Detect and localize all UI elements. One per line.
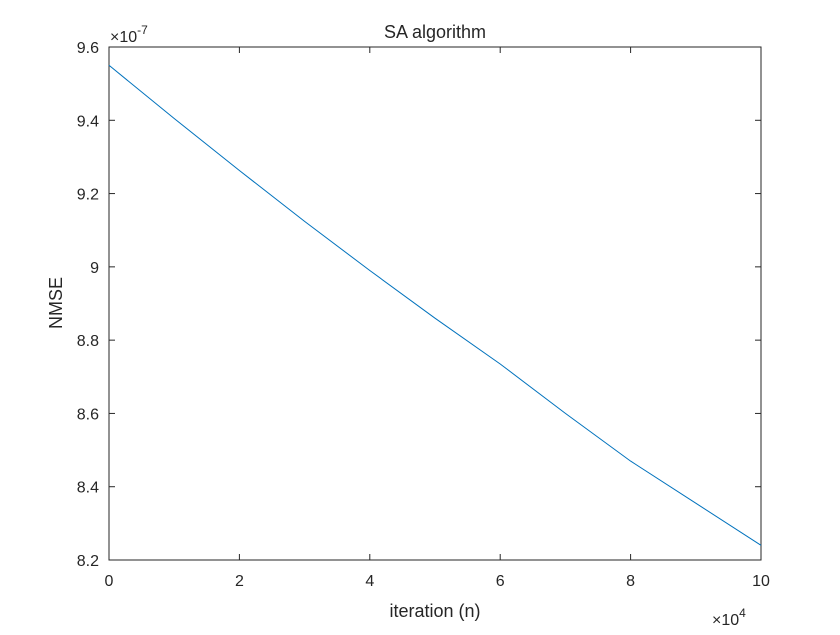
- x-tick-label: 6: [496, 573, 505, 590]
- x-exponent-label: ×104: [712, 606, 746, 629]
- series-layer: [108, 64, 762, 546]
- x-tick-label: 2: [235, 573, 244, 590]
- x-exponent-power: 4: [739, 606, 746, 620]
- x-axis-ticks: 0 2 4 6 8 10: [105, 47, 770, 590]
- y-exponent-power: -7: [137, 23, 148, 37]
- y-tick-label: 9.6: [77, 40, 99, 57]
- series-line-0: [108, 64, 762, 546]
- y-tick-label: 8.8: [77, 333, 99, 350]
- x-tick-label: 4: [365, 573, 374, 590]
- x-axis-label: iteration (n): [389, 601, 480, 621]
- y-axis-ticks: 8.2 8.4 8.6 8.8 9 9.2 9.4 9.6: [77, 40, 761, 570]
- chart-title: SA algorithm: [384, 22, 486, 42]
- x-exponent-base: ×10: [712, 612, 739, 629]
- x-tick-label: 0: [105, 573, 114, 590]
- y-tick-label: 8.2: [77, 553, 99, 570]
- y-exponent-base: ×10: [110, 29, 137, 46]
- y-tick-label: 9.4: [77, 113, 99, 130]
- y-tick-label: 8.6: [77, 406, 99, 423]
- x-tick-label: 8: [626, 573, 635, 590]
- y-tick-label: 9.2: [77, 187, 99, 204]
- y-axis-label: NMSE: [46, 277, 66, 329]
- y-exponent-label: ×10-7: [110, 23, 148, 46]
- y-tick-label: 9: [90, 260, 99, 277]
- x-tick-label: 10: [752, 573, 770, 590]
- plot-area: [108, 46, 762, 561]
- y-tick-label: 8.4: [77, 480, 99, 497]
